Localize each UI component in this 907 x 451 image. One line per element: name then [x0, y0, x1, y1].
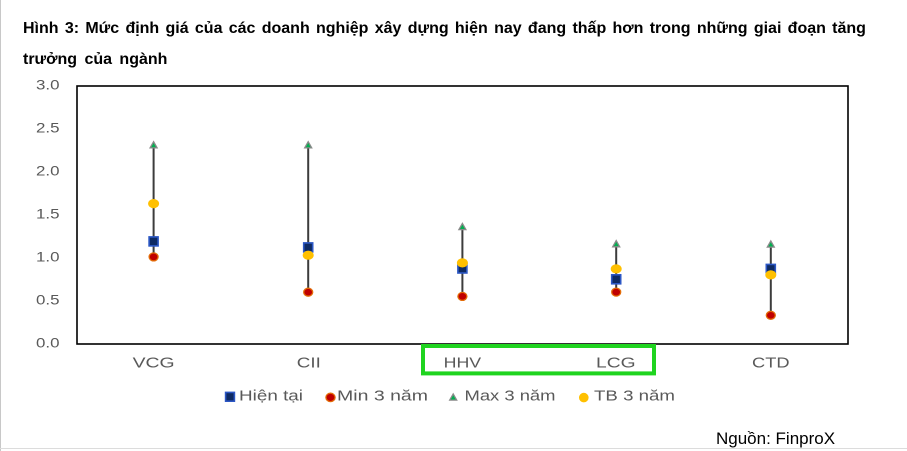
svg-text:HHV: HHV — [444, 354, 483, 371]
svg-text:1.0: 1.0 — [36, 250, 60, 265]
svg-text:0.0: 0.0 — [36, 336, 60, 351]
svg-text:TB 3 năm: TB 3 năm — [594, 388, 675, 405]
svg-text:CII: CII — [297, 354, 321, 371]
svg-text:Max 3 năm: Max 3 năm — [465, 388, 556, 405]
svg-text:2.5: 2.5 — [36, 121, 60, 136]
svg-text:Min 3 năm: Min 3 năm — [337, 388, 428, 405]
svg-text:0.5: 0.5 — [36, 293, 60, 308]
svg-text:LCG: LCG — [596, 354, 636, 371]
svg-text:VCG: VCG — [133, 354, 175, 371]
svg-text:2.0: 2.0 — [36, 164, 60, 179]
svg-text:1.5: 1.5 — [36, 207, 60, 222]
svg-text:3.0: 3.0 — [36, 78, 60, 93]
svg-text:Hiện tại: Hiện tại — [239, 388, 303, 405]
svg-text:CTD: CTD — [752, 354, 790, 371]
